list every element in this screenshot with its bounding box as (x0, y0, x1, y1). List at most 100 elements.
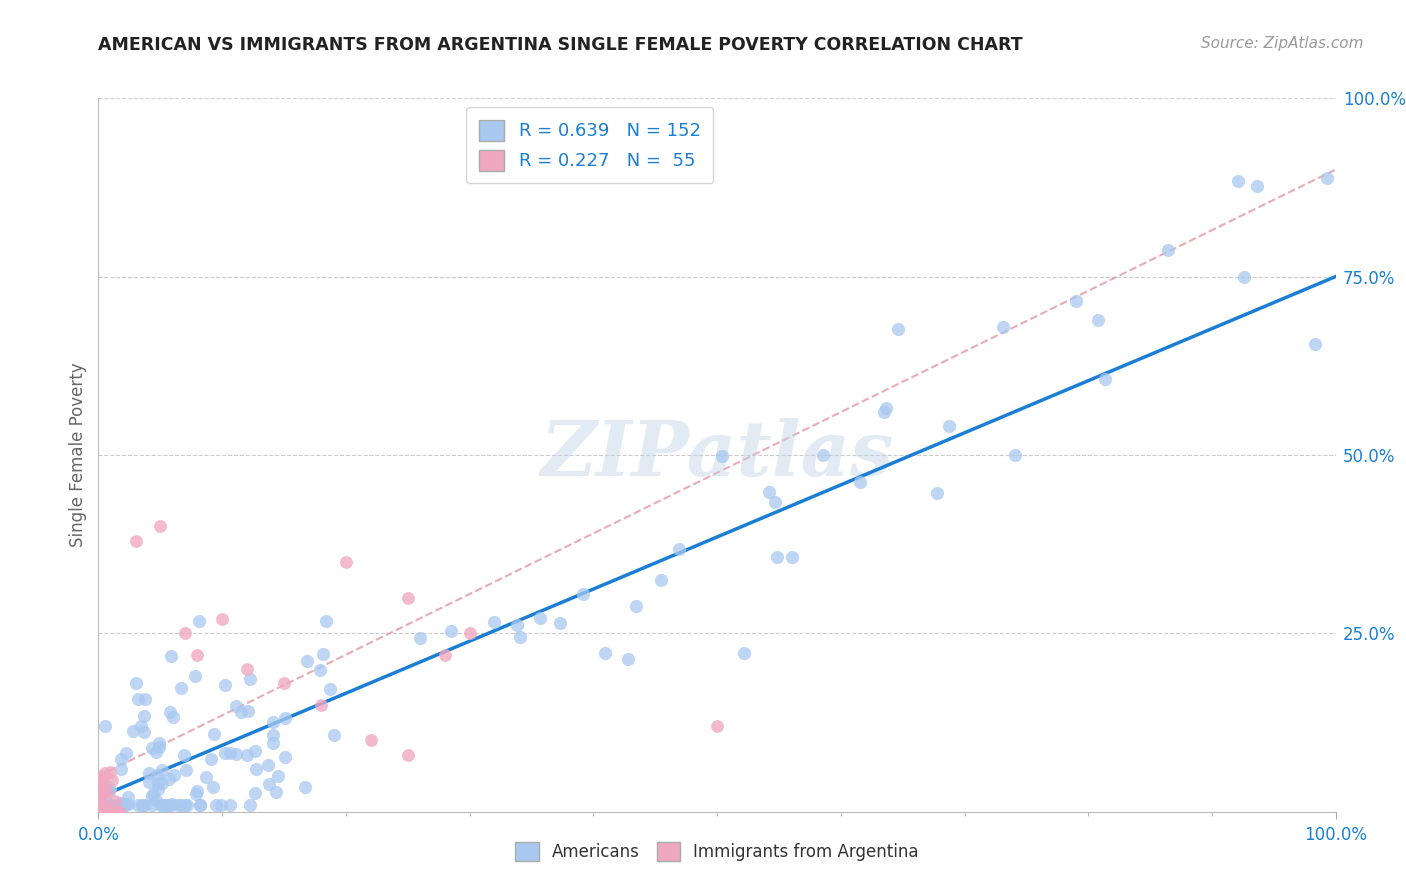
Point (875, 401, 897, 415)
Point (274, 749, 297, 764)
Point (396, 591, 419, 605)
Point (650, 573, 672, 587)
Point (145, 793, 167, 807)
Point (141, 741, 163, 756)
Point (214, 746, 236, 760)
Point (219, 797, 242, 812)
Point (458, 626, 481, 640)
Legend: Americans, Immigrants from Argentina: Americans, Immigrants from Argentina (509, 835, 925, 868)
Point (138, 765, 160, 780)
Point (98, 805, 121, 819)
Point (167, 797, 190, 812)
Point (87, 804, 110, 818)
Point (312, 648, 335, 662)
Point (108, 797, 131, 812)
Point (98, 781, 121, 796)
Point (309, 698, 332, 712)
Point (529, 611, 551, 625)
Point (186, 783, 208, 797)
Point (266, 785, 288, 799)
Point (938, 418, 960, 433)
Text: ZIPatlas: ZIPatlas (540, 418, 894, 491)
Point (239, 672, 262, 686)
Point (146, 775, 169, 789)
Point (873, 405, 896, 419)
Point (159, 705, 181, 719)
Point (506, 618, 529, 632)
Point (90, 772, 112, 787)
Point (160, 797, 183, 811)
Point (176, 797, 198, 812)
Point (107, 797, 129, 812)
Point (274, 711, 297, 725)
Point (134, 692, 156, 706)
Point (149, 797, 172, 812)
Point (245, 786, 267, 800)
Point (1064, 293, 1087, 308)
Point (170, 797, 193, 812)
Point (257, 777, 280, 791)
Point (156, 797, 179, 812)
Point (173, 747, 195, 762)
Point (174, 763, 197, 777)
Point (150, 797, 173, 812)
Point (91, 778, 114, 792)
Point (93, 801, 115, 815)
Point (157, 772, 180, 786)
Point (548, 615, 571, 630)
Point (131, 797, 153, 812)
Point (141, 797, 163, 812)
Point (148, 739, 170, 754)
Point (132, 725, 155, 739)
Point (97, 784, 120, 798)
Point (211, 612, 233, 626)
Point (91, 787, 114, 801)
Point (104, 794, 127, 808)
Point (146, 768, 169, 782)
Point (195, 770, 218, 784)
Point (101, 797, 124, 812)
Point (98, 797, 121, 812)
Point (124, 533, 146, 548)
Point (163, 767, 186, 781)
Point (91, 802, 114, 816)
Point (927, 486, 949, 500)
Point (89, 805, 111, 819)
Point (236, 747, 259, 762)
Point (96, 800, 118, 814)
Point (162, 710, 184, 724)
Point (153, 797, 176, 812)
Point (335, 555, 357, 569)
Point (87, 805, 110, 819)
Text: AMERICAN VS IMMIGRANTS FROM ARGENTINA SINGLE FEMALE POVERTY CORRELATION CHART: AMERICAN VS IMMIGRANTS FROM ARGENTINA SI… (98, 36, 1024, 54)
Point (315, 614, 337, 628)
Point (97, 805, 120, 819)
Point (114, 797, 136, 812)
Point (115, 746, 138, 760)
Point (509, 630, 531, 644)
Point (132, 709, 155, 723)
Point (121, 724, 143, 739)
Point (1157, 243, 1180, 257)
Point (141, 789, 163, 804)
Point (89, 805, 111, 819)
Point (214, 678, 236, 692)
Point (114, 797, 136, 812)
Point (89, 805, 111, 819)
Point (188, 614, 211, 628)
Point (273, 676, 295, 690)
Point (262, 727, 284, 741)
Point (1316, 171, 1339, 186)
Point (1303, 337, 1326, 351)
Point (624, 599, 647, 613)
Point (308, 663, 330, 677)
Point (201, 780, 224, 794)
Point (236, 662, 259, 676)
Point (225, 698, 247, 713)
Point (104, 797, 127, 812)
Point (110, 752, 132, 766)
Point (593, 646, 616, 660)
Point (239, 797, 262, 812)
Point (98, 764, 121, 779)
Point (205, 797, 228, 812)
